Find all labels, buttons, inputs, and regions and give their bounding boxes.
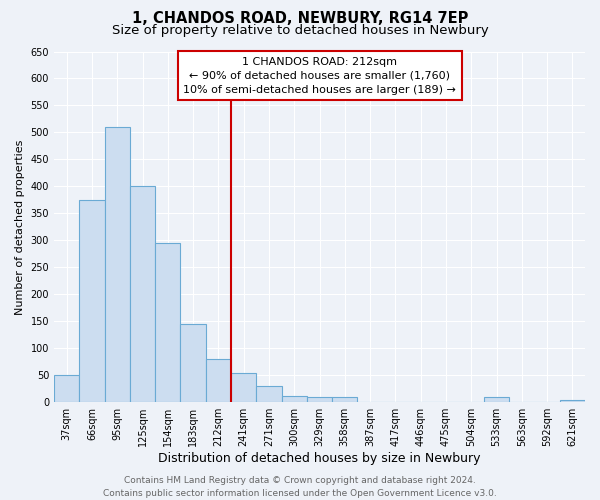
Bar [181, 324, 206, 402]
X-axis label: Distribution of detached houses by size in Newbury: Distribution of detached houses by size … [158, 452, 481, 465]
Bar [307, 397, 332, 402]
Bar [281, 396, 307, 402]
Text: Size of property relative to detached houses in Newbury: Size of property relative to detached ho… [112, 24, 488, 37]
Text: 1 CHANDOS ROAD: 212sqm
← 90% of detached houses are smaller (1,760)
10% of semi-: 1 CHANDOS ROAD: 212sqm ← 90% of detached… [183, 57, 456, 95]
Bar [206, 359, 231, 402]
Bar [560, 400, 585, 402]
Bar [484, 397, 509, 402]
Bar [54, 375, 79, 402]
Bar [79, 200, 104, 402]
Y-axis label: Number of detached properties: Number of detached properties [15, 139, 25, 314]
Bar [155, 243, 181, 402]
Bar [130, 186, 155, 402]
Text: Contains HM Land Registry data © Crown copyright and database right 2024.
Contai: Contains HM Land Registry data © Crown c… [103, 476, 497, 498]
Bar [256, 386, 281, 402]
Bar [231, 372, 256, 402]
Text: 1, CHANDOS ROAD, NEWBURY, RG14 7EP: 1, CHANDOS ROAD, NEWBURY, RG14 7EP [132, 11, 468, 26]
Bar [104, 127, 130, 402]
Bar [332, 397, 358, 402]
